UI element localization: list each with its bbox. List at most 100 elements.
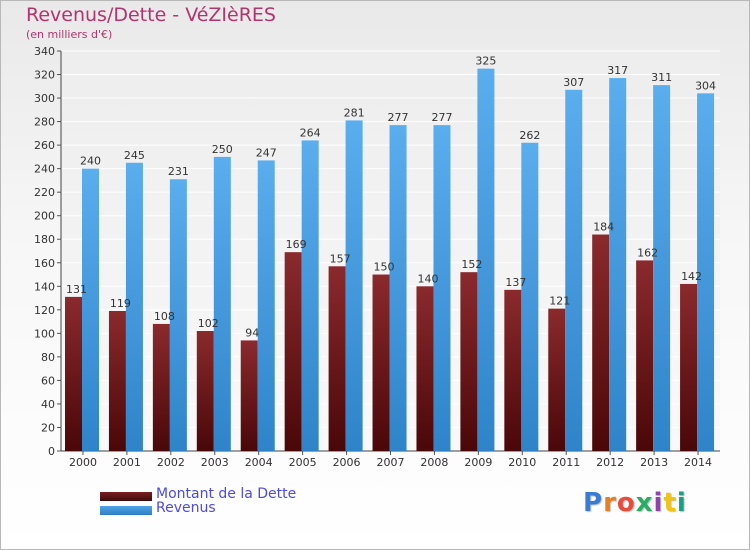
bar-dette [636,260,654,451]
data-label-dette: 162 [637,246,658,259]
legend-swatch-dette [100,492,152,501]
logo-letter: i [676,488,687,518]
x-tick-label: 2013 [640,456,668,469]
x-tick-label: 2007 [377,456,405,469]
y-tick-label: 220 [34,186,55,199]
bar-revenus [477,68,495,451]
bar-dette [460,272,478,451]
bar-revenus [125,162,143,451]
data-label-revenus: 304 [695,79,716,92]
data-label-dette: 140 [417,272,438,285]
y-tick-label: 200 [34,210,55,223]
data-label-revenus: 250 [212,143,233,156]
x-tick-label: 2002 [157,456,185,469]
bar-revenus [697,93,715,452]
x-tick-label: 2004 [245,456,273,469]
bar-revenus [345,120,363,451]
proxiti-logo: Proxiti [583,488,687,518]
x-tick-label: 2011 [552,456,580,469]
data-label-revenus: 277 [388,111,409,124]
bar-revenus [565,89,583,451]
bar-dette [65,296,82,451]
bar-dette [548,308,566,451]
y-tick-label: 320 [34,69,55,82]
bar-revenus [389,125,407,451]
bar-revenus [301,140,319,452]
x-tick-label: 2001 [113,456,141,469]
data-label-dette: 94 [245,326,259,339]
y-tick-label: 80 [41,351,55,364]
y-tick-label: 300 [34,92,55,105]
logo-letter: o [616,488,636,518]
bar-dette [372,274,390,451]
bar-revenus [82,168,99,451]
y-tick-label: 120 [34,304,55,317]
data-label-revenus: 264 [300,126,321,139]
data-label-revenus: 311 [651,71,672,84]
bar-revenus [257,160,275,452]
data-label-dette: 142 [681,270,702,283]
data-label-dette: 157 [330,252,351,265]
logo-letter: x [635,488,654,518]
y-tick-label: 160 [34,257,55,270]
y-tick-label: 180 [34,233,55,246]
bar-dette [240,340,258,451]
data-label-dette: 121 [549,295,570,308]
bar-dette [196,331,214,451]
data-label-revenus: 281 [344,106,365,119]
data-label-revenus: 231 [168,165,189,178]
y-tick-label: 20 [41,421,55,434]
data-label-revenus: 247 [256,146,277,159]
x-tick-label: 2008 [420,456,448,469]
data-label-dette: 184 [593,221,614,234]
legend-label-dette: Montant de la Dette [156,486,297,502]
data-label-revenus: 307 [563,76,584,89]
data-label-revenus: 245 [124,149,145,162]
data-label-revenus: 277 [431,111,452,124]
logo-letter: t [663,488,677,518]
bar-revenus [609,78,627,451]
bar-dette [328,266,346,451]
data-label-dette: 131 [66,283,87,296]
x-tick-label: 2005 [289,456,317,469]
bar-revenus [169,179,187,451]
x-tick-label: 2003 [201,456,229,469]
x-tick-label: 2006 [333,456,361,469]
x-tick-label: 2010 [508,456,536,469]
data-label-dette: 169 [286,238,307,251]
bar-revenus [521,142,539,451]
bar-dette [152,323,170,451]
data-label-revenus: 240 [80,155,101,168]
data-label-dette: 108 [154,310,175,323]
y-tick-label: 100 [34,327,55,340]
data-label-revenus: 325 [475,55,496,68]
logo-letter: i [653,488,664,518]
x-tick-label: 2014 [684,456,712,469]
y-tick-label: 40 [41,398,55,411]
chart-subtitle: (en milliers d'€) [26,28,113,41]
y-tick-label: 0 [48,445,55,458]
y-tick-label: 260 [34,139,55,152]
y-tick-label: 340 [34,45,55,58]
data-label-revenus: 262 [519,129,540,142]
data-label-dette: 150 [374,261,395,274]
logo-letter: r [603,488,617,518]
bar-dette [284,252,302,451]
data-label-revenus: 317 [607,64,628,77]
bar-dette [592,234,610,451]
logo-letter: P [583,488,604,518]
bar-revenus [433,125,451,451]
data-label-dette: 119 [110,297,131,310]
x-tick-label: 2012 [596,456,624,469]
bar-dette [504,289,522,451]
bar-dette [680,283,698,451]
bar-dette [108,311,126,451]
legend-swatch-revenus [100,506,152,515]
legend-label-revenus: Revenus [156,500,216,516]
x-tick-label: 2000 [69,456,97,469]
data-label-dette: 137 [505,276,526,289]
y-tick-label: 240 [34,163,55,176]
bar-dette [416,286,434,451]
x-tick-label: 2009 [464,456,492,469]
